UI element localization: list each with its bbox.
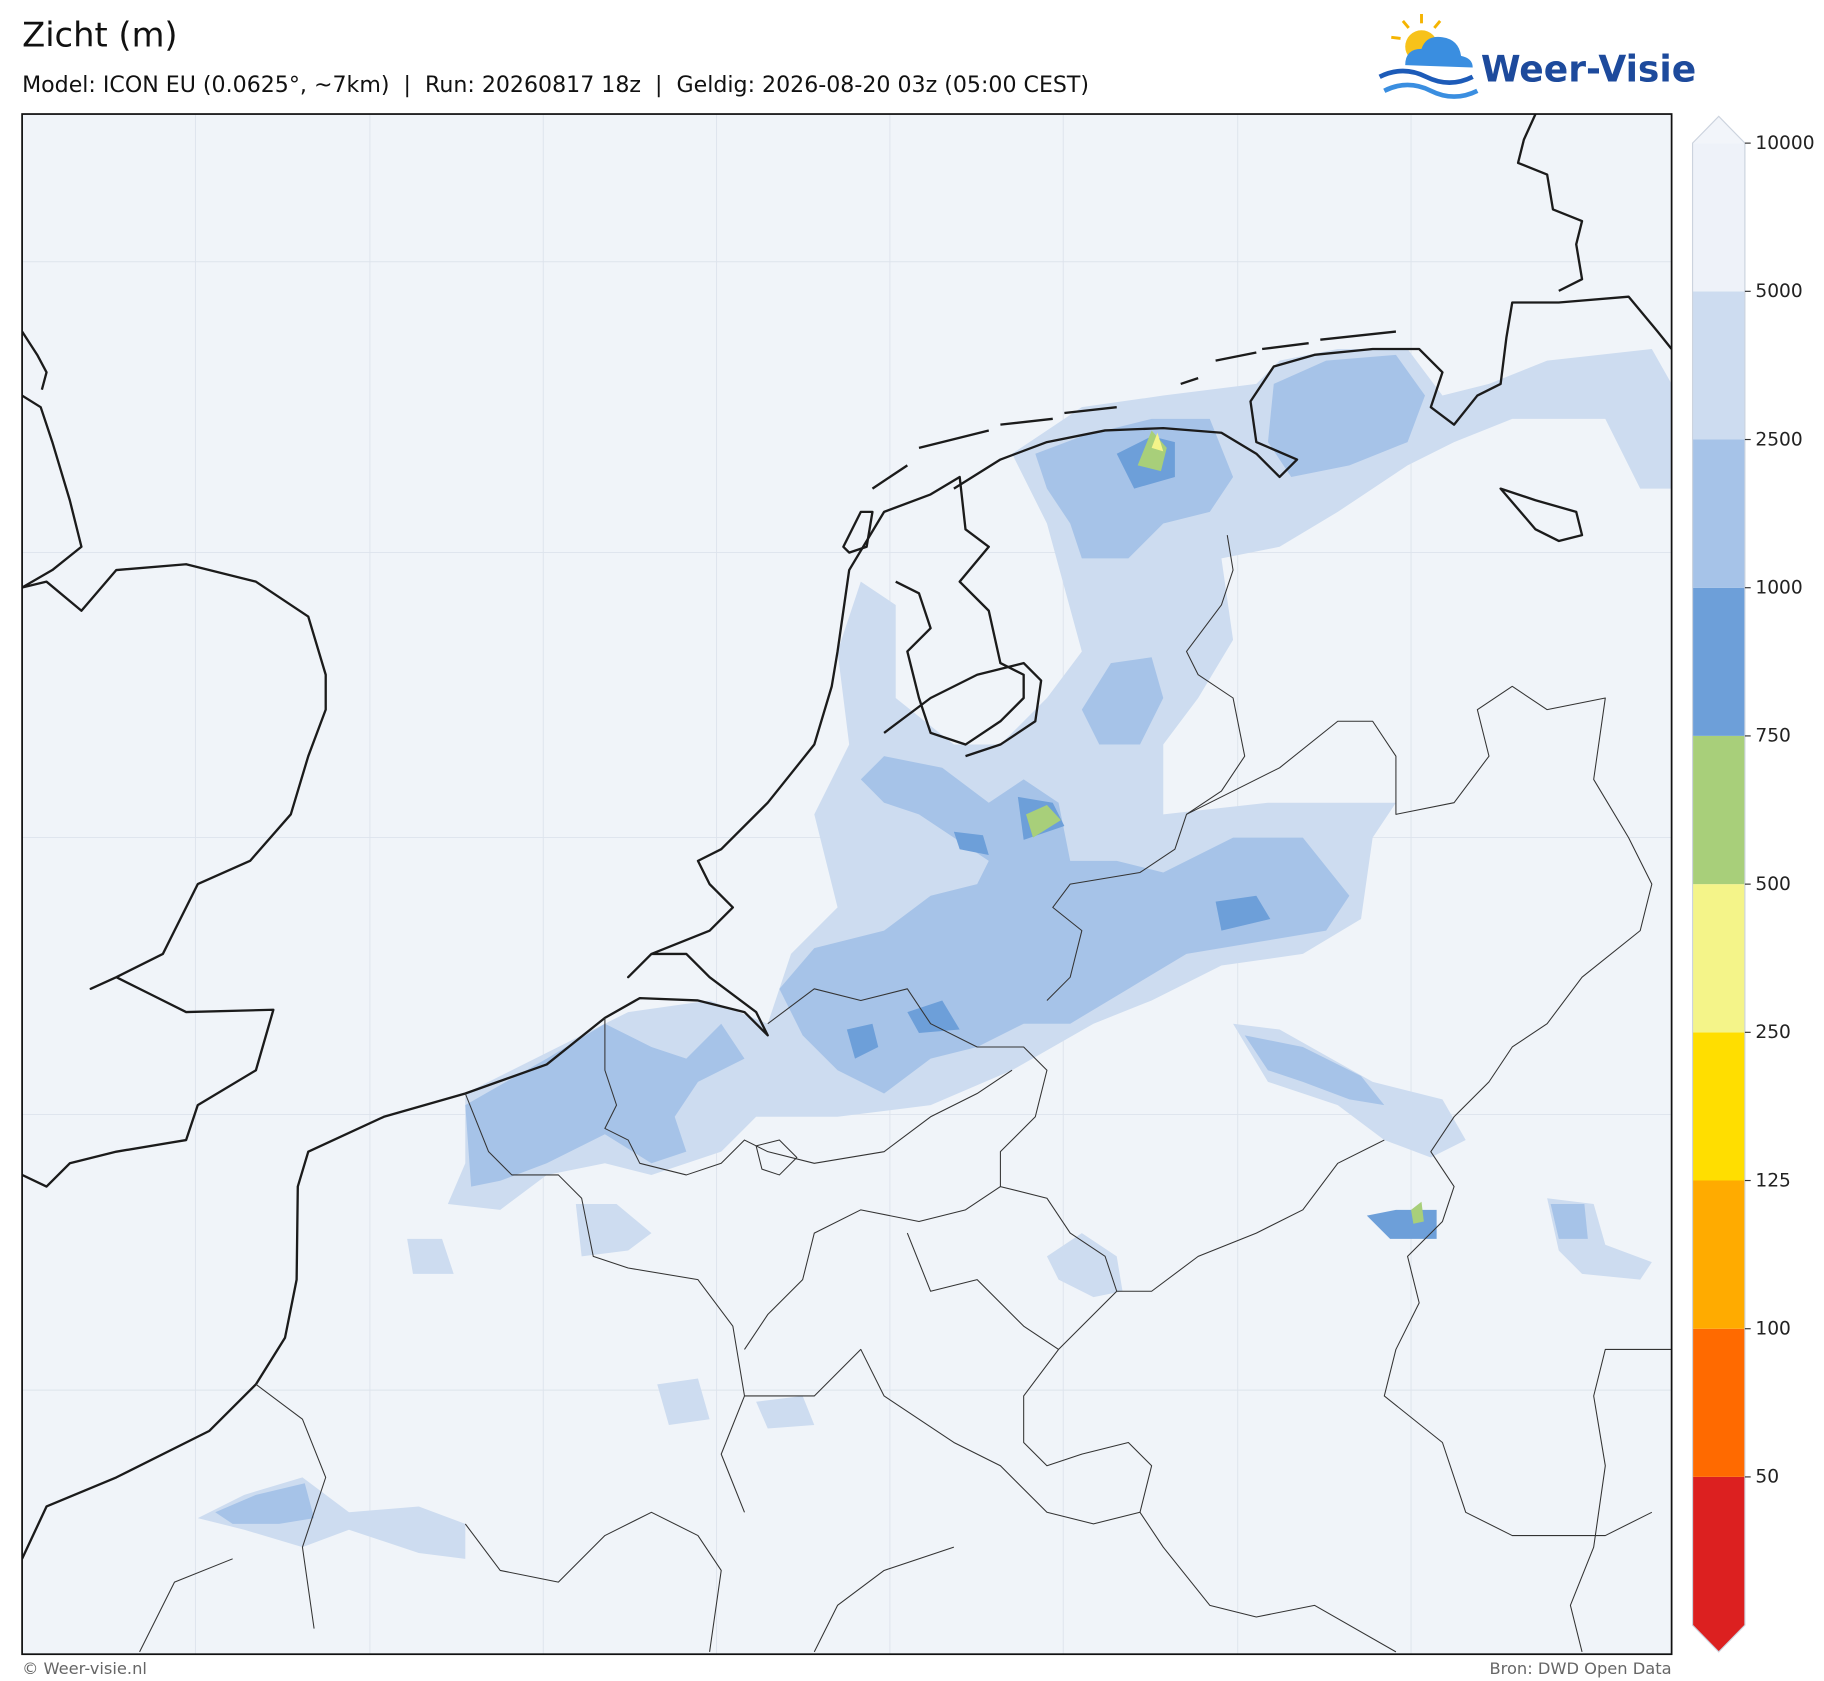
map	[22, 114, 1672, 1655]
colorbar-segment	[1692, 116, 1745, 144]
colorbar-tick-label: 10000	[1755, 133, 1814, 154]
map-title: Zicht (m)	[22, 16, 177, 55]
colorbar-tick-label: 125	[1755, 1170, 1791, 1191]
colorbar-tick-label: 750	[1755, 726, 1791, 747]
footer-credit: © Weer-visie.nl	[22, 1659, 147, 1678]
lakes	[755, 1139, 798, 1176]
logo-text: Weer-Visie	[1481, 48, 1696, 90]
colorbar-tick-label: 2500	[1755, 429, 1802, 450]
colorbar-tick-label: 50	[1755, 1467, 1779, 1488]
colorbar-segment	[1692, 1032, 1745, 1181]
colorbar-tick-label: 1000	[1755, 578, 1802, 599]
colorbar-segment	[1692, 587, 1745, 736]
colorbar-tick-label: 5000	[1755, 281, 1802, 302]
colorbar-outline	[1691, 115, 1746, 1653]
colorbar-segment	[1692, 143, 1745, 292]
colorbar-segment	[1692, 1180, 1745, 1329]
coastlines	[22, 114, 1672, 1560]
map-subtitle: Model: ICON EU (0.0625°, ~7km) | Run: 20…	[22, 72, 1089, 98]
colorbar-segment	[1692, 884, 1745, 1033]
map-frame	[21, 113, 1673, 1656]
logo: Weer-Visie	[1378, 13, 1696, 99]
colorbar-tick-label: 100	[1755, 1319, 1791, 1340]
colorbar-tick-label: 500	[1755, 874, 1791, 895]
colorbar-segment	[1692, 439, 1745, 588]
borders	[139, 535, 1672, 1653]
colorbar-tick-label: 250	[1755, 1022, 1791, 1043]
colorbar-segment	[1692, 1476, 1745, 1652]
colorbar-segment	[1692, 291, 1745, 440]
visibility-fields	[197, 349, 1672, 1559]
colorbar: 50 100 125 250 500 750 1000 2500 5000 10000	[1691, 115, 1815, 1653]
colorbar-segment	[1692, 1328, 1745, 1477]
footer-source: Bron: DWD Open Data	[1489, 1659, 1671, 1678]
colorbar-segment	[1692, 735, 1745, 885]
